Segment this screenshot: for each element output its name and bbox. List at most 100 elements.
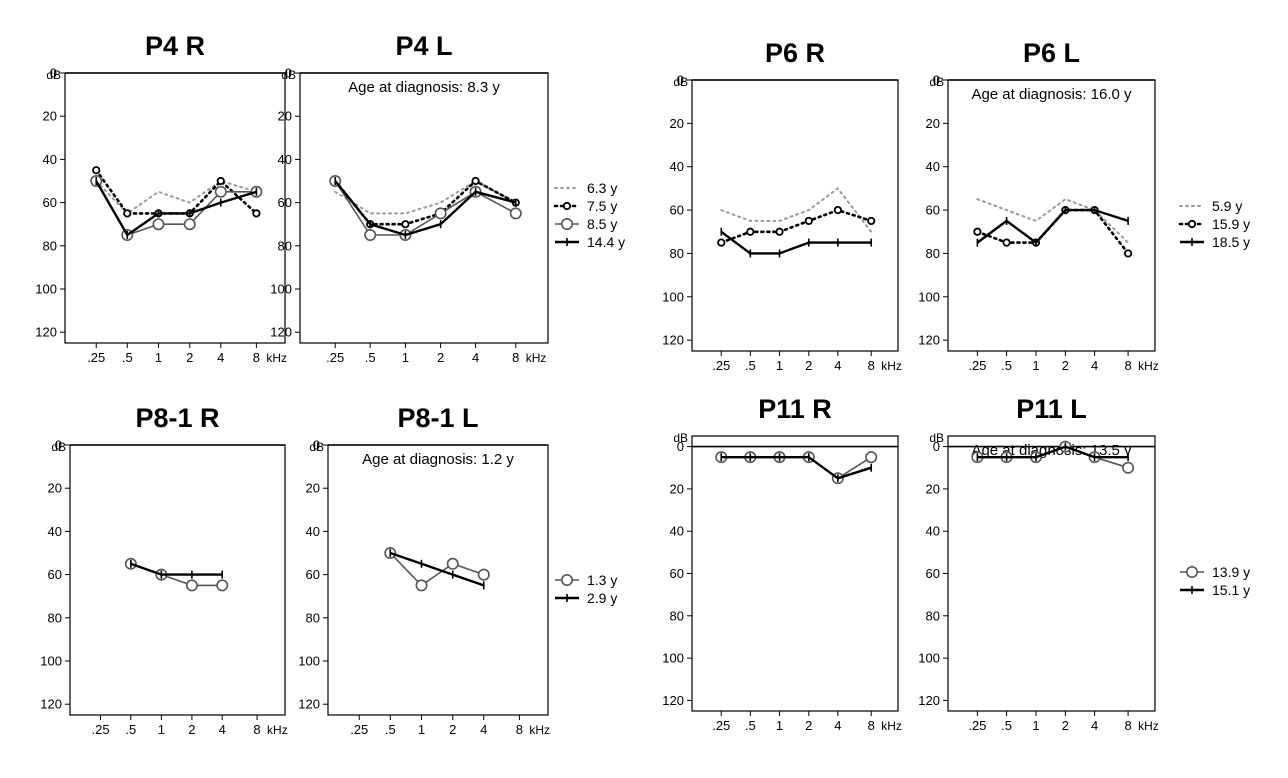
x-tick-label: .5 bbox=[1001, 358, 1012, 373]
x-tick-label: .25 bbox=[712, 718, 730, 733]
y-tick-label: 20 bbox=[926, 116, 940, 131]
panel-title: P6 L bbox=[1023, 38, 1080, 68]
data-point-marker bbox=[152, 218, 165, 231]
y-tick-label: 40 bbox=[926, 524, 940, 539]
data-series bbox=[389, 549, 485, 590]
x-tick-label: .5 bbox=[745, 718, 756, 733]
x-tick-label: 4 bbox=[834, 718, 841, 733]
data-point-marker bbox=[185, 579, 198, 592]
data-series bbox=[976, 198, 1130, 244]
audiogram-panel: P4 L dB0 20 40 60 80 100 120 .25 .5 1 2 4 8 kHz Age at … bbox=[270, 31, 549, 365]
data-series bbox=[95, 177, 258, 239]
data-point-marker bbox=[92, 166, 101, 175]
y-tick-label: 40 bbox=[48, 524, 62, 539]
y-tick-label: 80 bbox=[278, 238, 292, 253]
x-tick-label: 4 bbox=[834, 358, 841, 373]
series-line bbox=[977, 445, 1129, 459]
data-series bbox=[95, 180, 258, 215]
legend-item: 1.3 y bbox=[555, 572, 617, 588]
x-tick-label: 1 bbox=[1032, 718, 1039, 733]
data-point-marker bbox=[471, 176, 480, 186]
y-tick-label: 60 bbox=[48, 567, 62, 582]
data-point-marker bbox=[804, 216, 813, 226]
data-series bbox=[720, 453, 873, 483]
legend: 1.3 y 2.9 y bbox=[555, 572, 617, 606]
x-tick-label: .5 bbox=[385, 722, 396, 737]
data-point-marker bbox=[560, 573, 573, 586]
series-line bbox=[976, 208, 1130, 255]
audiogram-panel: P8-1 L dB0 20 40 60 80 100 120 .25 .5 1 2 4 8 kHz Age a… bbox=[298, 403, 550, 737]
y-tick-label: 40 bbox=[926, 159, 940, 174]
x-tick-label: 2 bbox=[805, 358, 812, 373]
y-tick-label: 20 bbox=[670, 116, 684, 131]
x-tick-label: .25 bbox=[91, 722, 109, 737]
data-point-marker bbox=[973, 227, 982, 236]
x-axis-unit: kHz bbox=[529, 723, 550, 737]
y-tick-label: 80 bbox=[306, 610, 320, 625]
x-tick-label: .25 bbox=[87, 350, 105, 365]
data-point-marker bbox=[216, 176, 225, 186]
y-tick-label: 100 bbox=[662, 651, 684, 666]
data-point-marker bbox=[1002, 238, 1011, 247]
panel-title: P11 R bbox=[758, 394, 832, 424]
x-tick-label: 4 bbox=[1091, 718, 1098, 733]
x-tick-label: 4 bbox=[1091, 358, 1098, 373]
x-axis-unit: kHz bbox=[881, 359, 902, 373]
series-line bbox=[720, 230, 872, 255]
x-axis-unit: kHz bbox=[266, 351, 287, 365]
data-point-marker bbox=[183, 218, 196, 231]
y-tick-label: 100 bbox=[918, 289, 940, 304]
data-point-marker bbox=[509, 207, 522, 220]
x-tick-label: .25 bbox=[968, 718, 986, 733]
y-tick-label: 100 bbox=[270, 282, 292, 297]
x-tick-label: .5 bbox=[365, 350, 376, 365]
panel-title: P8-1 R bbox=[135, 403, 219, 433]
series-line bbox=[389, 551, 485, 587]
y-axis-unit: dB bbox=[51, 440, 66, 454]
y-tick-label: 80 bbox=[926, 608, 940, 623]
data-series bbox=[976, 206, 1129, 247]
y-tick-label: 120 bbox=[35, 325, 57, 340]
x-axis-unit: kHz bbox=[1138, 719, 1159, 733]
x-tick-label: 1 bbox=[776, 718, 783, 733]
data-point-marker bbox=[415, 579, 428, 592]
age-at-diagnosis-label: Age at diagnosis: 16.0 y bbox=[971, 86, 1132, 103]
data-point-marker bbox=[401, 220, 410, 229]
y-tick-label: 80 bbox=[670, 608, 684, 623]
series-line bbox=[334, 180, 517, 236]
y-tick-label: 20 bbox=[670, 481, 684, 496]
y-tick-label: 20 bbox=[306, 481, 320, 496]
x-tick-label: .25 bbox=[968, 358, 986, 373]
x-tick-label: 8 bbox=[1124, 358, 1131, 373]
y-tick-label: 40 bbox=[278, 152, 292, 167]
plot-frame bbox=[691, 435, 899, 712]
series-line bbox=[130, 562, 223, 576]
y-tick-label: 120 bbox=[270, 325, 292, 340]
legend-label: 5.9 y bbox=[1212, 198, 1242, 214]
data-point-marker bbox=[364, 229, 377, 242]
data-point-marker bbox=[214, 185, 227, 198]
y-tick-label: 120 bbox=[662, 333, 684, 348]
x-tick-label: 2 bbox=[1062, 718, 1069, 733]
y-tick-label: 0 bbox=[933, 439, 940, 454]
y-tick-label: 60 bbox=[670, 203, 684, 218]
x-tick-label: .5 bbox=[745, 358, 756, 373]
series-line bbox=[95, 180, 258, 215]
x-tick-label: .25 bbox=[712, 358, 730, 373]
x-tick-label: 2 bbox=[805, 718, 812, 733]
legend-label: 1.3 y bbox=[587, 572, 617, 588]
series-line bbox=[95, 180, 257, 236]
x-tick-label: 4 bbox=[217, 350, 224, 365]
y-tick-label: 60 bbox=[926, 203, 940, 218]
y-tick-label: 80 bbox=[43, 238, 57, 253]
y-tick-label: 80 bbox=[670, 246, 684, 261]
x-axis-unit: kHz bbox=[267, 723, 288, 737]
audiogram-panel: P11 R dB0 20 40 60 80 100 120 .25 .5 1 2 4 8 kHz bbox=[662, 394, 902, 733]
x-tick-label: .5 bbox=[122, 350, 133, 365]
y-tick-label: 40 bbox=[306, 524, 320, 539]
panel-title: P4 R bbox=[145, 31, 205, 61]
y-tick-label: 60 bbox=[278, 195, 292, 210]
y-tick-label: 100 bbox=[918, 651, 940, 666]
y-tick-label: 100 bbox=[35, 282, 57, 297]
data-point-marker bbox=[867, 216, 876, 226]
